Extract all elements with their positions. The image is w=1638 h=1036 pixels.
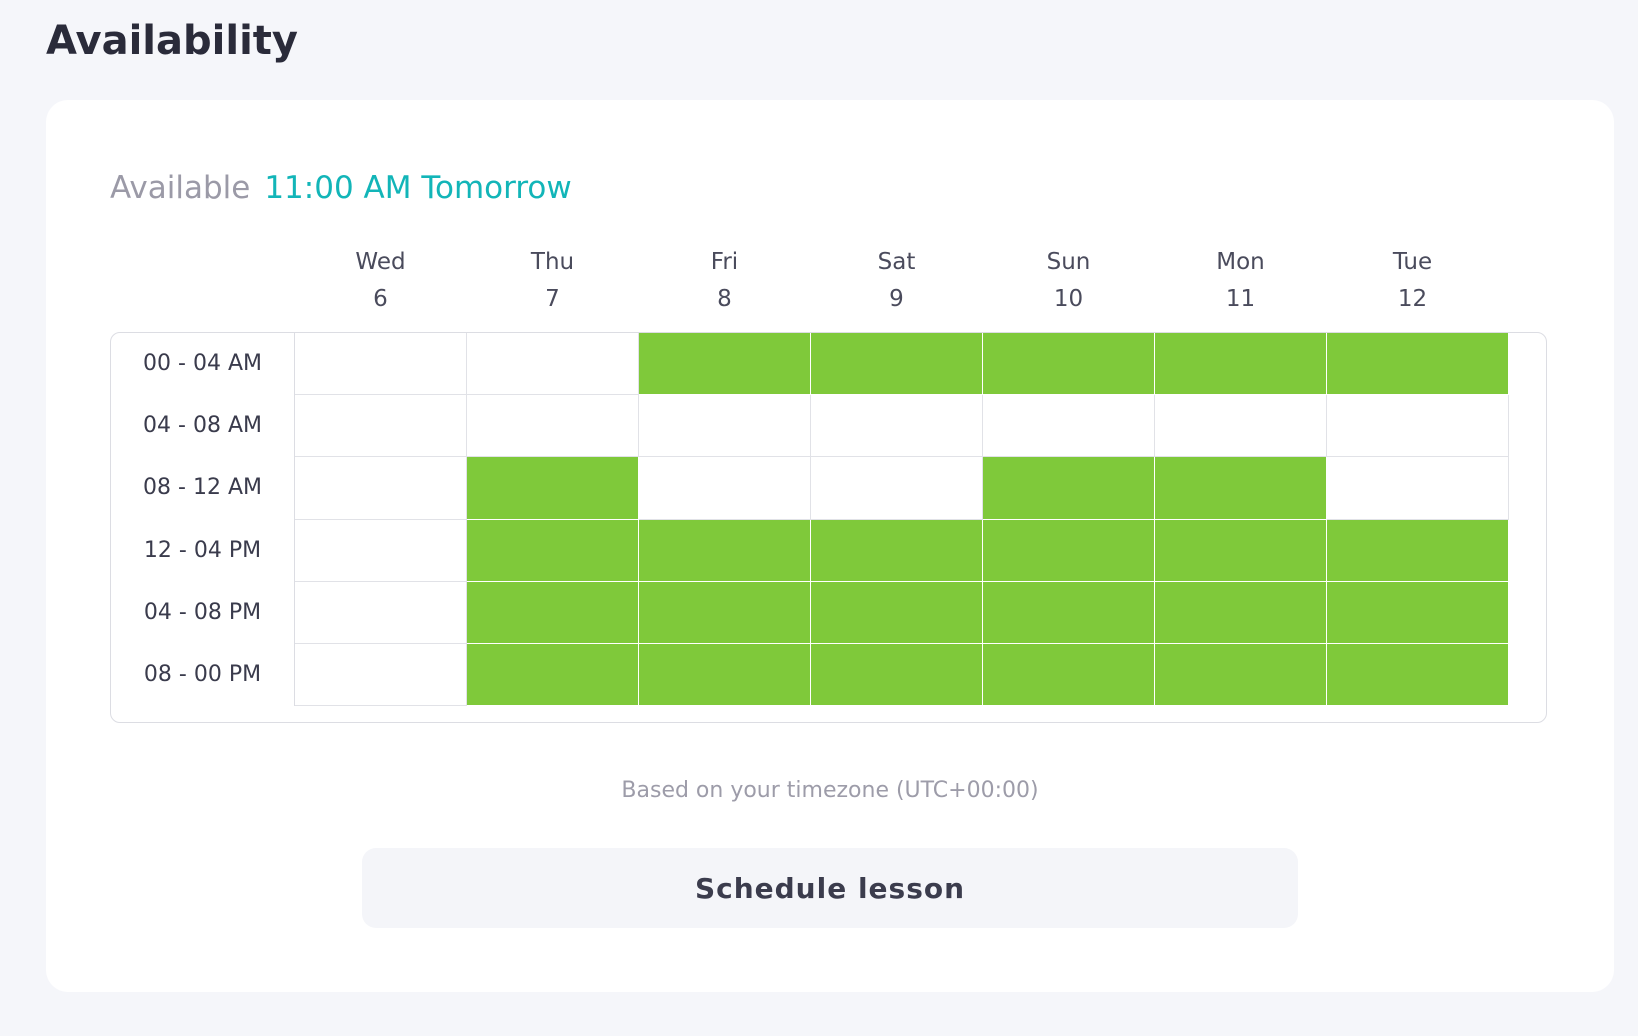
availability-cell-available [1327, 333, 1509, 396]
availability-cell-available [983, 333, 1155, 396]
time-slot-label: 12 - 04 PM [111, 519, 295, 582]
timezone-note: Based on your timezone (UTC+00:00) [621, 778, 1039, 803]
availability-cell-available [639, 581, 811, 644]
day-header: Sun 10 [979, 244, 1158, 318]
day-date: 6 [373, 286, 388, 312]
availability-cell-unavailable [295, 333, 467, 396]
availability-cell-unavailable [295, 395, 467, 458]
availability-cell-unavailable [811, 457, 983, 520]
availability-cell-available [1155, 644, 1327, 707]
availability-cell-available [467, 581, 639, 644]
time-slot-label: 08 - 12 AM [111, 457, 295, 520]
availability-cell-available [811, 644, 983, 707]
day-header: Sat 9 [807, 244, 986, 318]
availability-cell-unavailable [295, 519, 467, 582]
availability-cell-available [983, 457, 1155, 520]
availability-cell-unavailable [811, 395, 983, 458]
availability-cell-available [467, 457, 639, 520]
available-label: Available [110, 170, 251, 206]
availability-cell-available [639, 519, 811, 582]
time-slot-label: 08 - 00 PM [111, 644, 295, 707]
availability-cell-available [639, 644, 811, 707]
availability-cell-available [1327, 519, 1509, 582]
availability-cell-available [639, 333, 811, 396]
time-slot-label: 04 - 08 PM [111, 581, 295, 644]
availability-cell-available [983, 519, 1155, 582]
day-header: Fri 8 [635, 244, 814, 318]
day-header: Tue 12 [1323, 244, 1502, 318]
availability-cell-available [1327, 644, 1509, 707]
availability-cell-unavailable [1155, 395, 1327, 458]
availability-cell-available [1155, 333, 1327, 396]
availability-cell-unavailable [983, 395, 1155, 458]
availability-cell-unavailable [295, 457, 467, 520]
availability-cell-available [1155, 581, 1327, 644]
next-available-time: 11:00 AM Tomorrow [264, 170, 572, 206]
availability-cell-available [1155, 519, 1327, 582]
availability-cell-unavailable [295, 644, 467, 707]
availability-cell-available [1327, 581, 1509, 644]
day-date: 11 [1225, 286, 1256, 312]
time-slot-label: 04 - 08 AM [111, 395, 295, 458]
day-date: 8 [717, 286, 732, 312]
day-header: Thu 7 [463, 244, 642, 318]
day-date: 7 [545, 286, 560, 312]
availability-cell-available [1155, 457, 1327, 520]
availability-cell-available [811, 333, 983, 396]
availability-cell-available [983, 581, 1155, 644]
availability-cell-available [467, 519, 639, 582]
day-header: Wed 6 [291, 244, 470, 318]
availability-cell-unavailable [1327, 395, 1509, 458]
page-title: Availability [46, 18, 298, 64]
availability-cell-available [811, 519, 983, 582]
day-name: Mon [1216, 249, 1265, 275]
time-slot-label: 00 - 04 AM [111, 333, 295, 396]
availability-cell-available [811, 581, 983, 644]
schedule-lesson-button[interactable]: Schedule lesson [362, 848, 1298, 928]
day-date: 10 [1053, 286, 1084, 312]
day-name: Sun [1046, 249, 1091, 275]
availability-cell-unavailable [1327, 457, 1509, 520]
availability-cell-unavailable [639, 395, 811, 458]
day-date: 12 [1397, 286, 1428, 312]
availability-cell-available [983, 644, 1155, 707]
day-name: Thu [530, 249, 575, 275]
day-name: Sat [877, 249, 916, 275]
availability-card: Available 11:00 AM Tomorrow Wed 6 Thu 7 Fri 8 S… [46, 100, 1614, 992]
availability-cell-unavailable [295, 581, 467, 644]
availability-cell-unavailable [467, 395, 639, 458]
availability-cell-unavailable [467, 333, 639, 396]
availability-cell-unavailable [639, 457, 811, 520]
day-date: 9 [889, 286, 904, 312]
day-name: Wed [355, 249, 406, 275]
day-name: Tue [1392, 249, 1433, 275]
day-name: Fri [710, 249, 739, 275]
next-available: Available 11:00 AM Tomorrow [110, 166, 572, 210]
availability-cell-available [467, 644, 639, 707]
day-header: Mon 11 [1151, 244, 1330, 318]
availability-grid: 00 - 04 AM 04 - 08 AM 08 - 12 AM 12 - 04 PM… [110, 332, 1547, 723]
